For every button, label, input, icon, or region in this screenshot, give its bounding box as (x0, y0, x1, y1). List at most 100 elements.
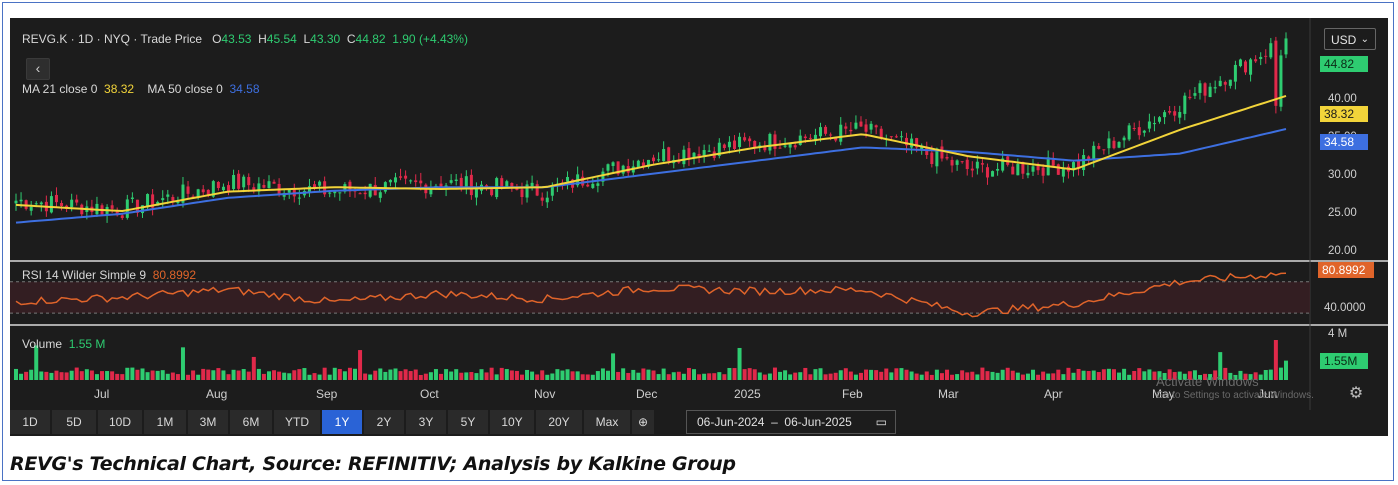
volume-bar (1015, 372, 1020, 380)
volume-bar (489, 367, 494, 380)
candle-body (39, 202, 43, 205)
volume-bar (1051, 373, 1056, 380)
range-button-max[interactable]: Max (584, 410, 630, 434)
volume-bar (590, 374, 595, 380)
x-axis-label: May (1152, 387, 1175, 401)
volume-bar (145, 372, 150, 380)
x-axis-label: Aug (206, 387, 227, 401)
volume-bar (474, 373, 479, 380)
volume-bar (737, 347, 742, 380)
volume-bar (1132, 370, 1137, 380)
price-tick: 40.00 (1328, 93, 1357, 105)
volume-bar (960, 370, 965, 380)
candle-body (1228, 79, 1232, 86)
candle-body (1152, 123, 1156, 125)
volume-bar (479, 369, 484, 380)
candle-body (14, 200, 18, 204)
volume-bar (120, 374, 125, 380)
candle-body (1213, 87, 1217, 89)
range-button-3m[interactable]: 3M (188, 410, 228, 434)
candle-body (606, 164, 610, 171)
x-axis-label: Apr (1044, 387, 1063, 401)
ma50-value: 34.58 (229, 82, 260, 96)
candle-body (262, 184, 266, 188)
volume-bar (793, 372, 798, 380)
range-button-10y[interactable]: 10Y (490, 410, 534, 434)
candle-body (894, 136, 898, 138)
volume-bar (595, 371, 600, 380)
volume-bar (383, 371, 388, 380)
candle-body (186, 186, 190, 194)
settings-gear-icon[interactable]: ⚙ (1348, 385, 1364, 402)
rsi-tag: 80.8992 (1318, 262, 1374, 278)
candle-body (874, 125, 878, 128)
range-button-20y[interactable]: 20Y (536, 410, 582, 434)
back-button[interactable]: ‹ (26, 58, 50, 80)
date-range-field[interactable]: 06-Jun-2024 – 06-Jun-2025 ▭ (686, 410, 896, 434)
candle-body (778, 147, 782, 149)
volume-bar (261, 373, 266, 380)
candle-body (146, 194, 150, 208)
candle-body (525, 184, 529, 198)
volume-bar (19, 373, 24, 380)
candle-body (252, 187, 256, 191)
candle-body (75, 199, 79, 203)
candle-body (591, 183, 595, 188)
candle-body (732, 140, 736, 149)
range-button-10d[interactable]: 10D (98, 410, 142, 434)
volume-bar (272, 370, 277, 380)
volume-bar (332, 367, 337, 380)
range-button-1y[interactable]: 1Y (322, 410, 362, 434)
volume-bar (226, 374, 231, 380)
candle-body (1244, 61, 1248, 73)
volume-bar (186, 374, 191, 380)
volume-bar (94, 374, 99, 380)
volume-bar (1036, 374, 1041, 380)
volume-bar (363, 373, 368, 380)
compare-icon[interactable]: ⊕ (632, 410, 654, 434)
close-label: C (346, 32, 356, 46)
volume-bar (201, 368, 206, 380)
volume-bar (747, 368, 752, 380)
candle-body (125, 199, 129, 218)
candle-body (1041, 167, 1045, 176)
candle-body (505, 181, 509, 188)
range-button-1d[interactable]: 1D (10, 410, 50, 434)
volume-bar (1172, 372, 1177, 380)
volume-bar (858, 372, 863, 380)
candle-body (743, 137, 747, 141)
candle-body (889, 136, 893, 138)
candle-body (70, 199, 74, 208)
candle-body (540, 197, 544, 201)
candle-body (221, 186, 225, 191)
range-button-5y[interactable]: 5Y (448, 410, 488, 434)
rsi-value: 80.8992 (152, 268, 197, 282)
candle-body (819, 127, 823, 137)
volume-bar (636, 372, 641, 380)
candle-body (338, 192, 342, 194)
date-to: 06-Jun-2025 (784, 415, 852, 429)
volume-bar (681, 373, 686, 380)
range-button-ytd[interactable]: YTD (274, 410, 320, 434)
ma50-line (15, 128, 1287, 224)
range-button-2y[interactable]: 2Y (364, 410, 404, 434)
candle-body (333, 191, 337, 194)
change-value: 1.90 (+4.43%) (392, 32, 468, 46)
candle-body (419, 180, 423, 184)
volume-bar (570, 371, 575, 380)
currency-select[interactable]: USD ⌄ (1324, 28, 1376, 50)
candle-body (849, 129, 853, 132)
volume-bar (373, 370, 378, 380)
range-button-5d[interactable]: 5D (52, 410, 96, 434)
candle-body (201, 189, 205, 193)
range-button-1m[interactable]: 1M (144, 410, 186, 434)
volume-bar (646, 369, 651, 380)
range-button-6m[interactable]: 6M (230, 410, 272, 434)
volume-bar (1263, 369, 1268, 380)
volume-bar (236, 370, 241, 380)
candle-body (404, 175, 408, 179)
candle-body (798, 135, 802, 145)
volume-bar (560, 370, 565, 380)
range-button-3y[interactable]: 3Y (406, 410, 446, 434)
volume-bar (398, 371, 403, 380)
